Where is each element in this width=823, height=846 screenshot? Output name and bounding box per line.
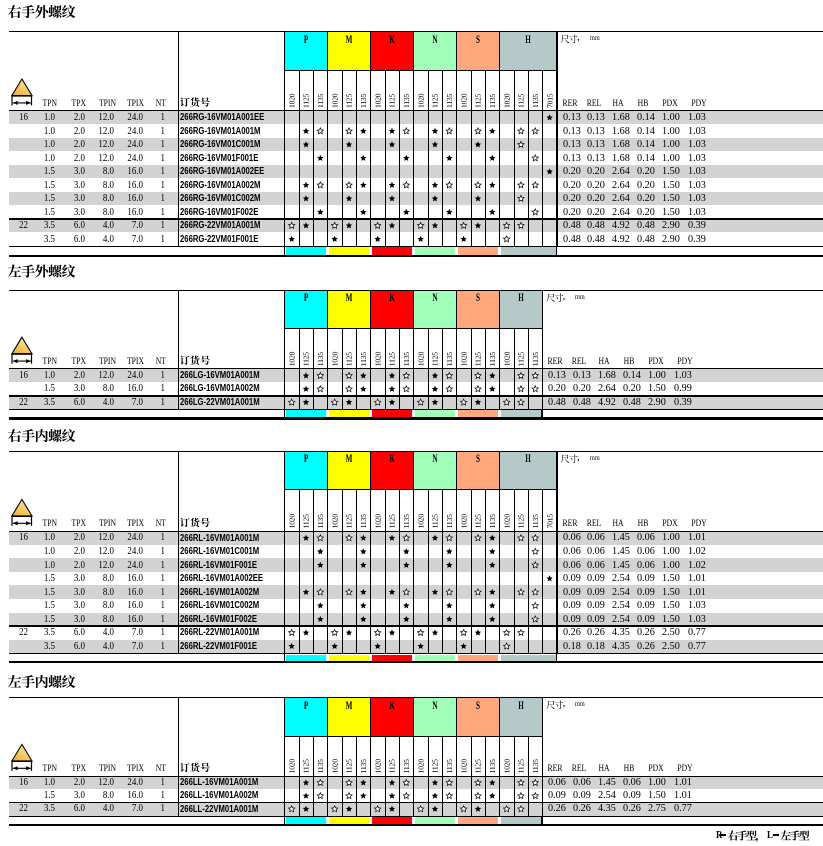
svg-text:1020: 1020 [330, 759, 339, 774]
svg-text:1020: 1020 [459, 93, 468, 108]
svg-text:1020: 1020 [373, 93, 382, 108]
svg-text:1125: 1125 [517, 352, 526, 367]
svg-text:1135: 1135 [488, 93, 497, 108]
svg-text:1020: 1020 [502, 514, 511, 529]
svg-text:1125: 1125 [345, 93, 354, 108]
svg-text:1135: 1135 [402, 514, 411, 529]
svg-text:1020: 1020 [330, 351, 339, 366]
svg-text:1125: 1125 [431, 759, 440, 774]
svg-text:1020: 1020 [287, 759, 296, 774]
svg-text:1020: 1020 [502, 351, 511, 366]
svg-text:1020: 1020 [330, 93, 339, 108]
svg-text:1125: 1125 [302, 759, 311, 774]
svg-text:1135: 1135 [402, 759, 411, 774]
svg-text:1125: 1125 [388, 352, 397, 367]
svg-text:1125: 1125 [345, 514, 354, 529]
svg-text:1135: 1135 [531, 759, 540, 774]
svg-text:1020: 1020 [373, 514, 382, 529]
svg-text:1135: 1135 [359, 93, 368, 108]
svg-text:1125: 1125 [345, 759, 354, 774]
svg-text:1135: 1135 [531, 93, 540, 108]
svg-text:1135: 1135 [359, 514, 368, 529]
svg-text:1020: 1020 [416, 93, 425, 108]
svg-text:1125: 1125 [431, 93, 440, 108]
svg-text:1125: 1125 [431, 352, 440, 367]
svg-text:1135: 1135 [531, 352, 540, 367]
svg-text:1125: 1125 [517, 759, 526, 774]
svg-text:1020: 1020 [330, 514, 339, 529]
svg-text:1135: 1135 [316, 352, 325, 367]
svg-text:1135: 1135 [531, 514, 540, 529]
svg-text:7015: 7015 [545, 93, 554, 108]
svg-text:1125: 1125 [302, 352, 311, 367]
svg-text:1135: 1135 [316, 514, 325, 529]
svg-text:1125: 1125 [474, 759, 483, 774]
svg-text:1135: 1135 [445, 759, 454, 774]
svg-text:1125: 1125 [517, 93, 526, 108]
svg-text:1135: 1135 [402, 352, 411, 367]
svg-text:1020: 1020 [416, 351, 425, 366]
svg-text:1125: 1125 [302, 93, 311, 108]
svg-text:1020: 1020 [459, 351, 468, 366]
svg-text:1135: 1135 [402, 93, 411, 108]
svg-text:1125: 1125 [474, 352, 483, 367]
svg-text:1135: 1135 [445, 93, 454, 108]
svg-text:1020: 1020 [459, 759, 468, 774]
svg-text:1020: 1020 [287, 93, 296, 108]
svg-text:1020: 1020 [416, 514, 425, 529]
svg-text:1125: 1125 [388, 759, 397, 774]
svg-text:1020: 1020 [416, 759, 425, 774]
svg-text:1125: 1125 [388, 93, 397, 108]
svg-text:7015: 7015 [545, 514, 554, 529]
svg-text:1135: 1135 [488, 759, 497, 774]
svg-text:1125: 1125 [474, 93, 483, 108]
svg-text:1135: 1135 [359, 759, 368, 774]
svg-text:1125: 1125 [517, 514, 526, 529]
svg-text:1020: 1020 [502, 759, 511, 774]
svg-text:1125: 1125 [302, 514, 311, 529]
svg-text:1125: 1125 [474, 514, 483, 529]
svg-text:1020: 1020 [373, 759, 382, 774]
svg-text:1020: 1020 [502, 93, 511, 108]
svg-text:1125: 1125 [431, 514, 440, 529]
svg-text:1135: 1135 [488, 352, 497, 367]
svg-text:1125: 1125 [345, 352, 354, 367]
svg-text:1135: 1135 [316, 759, 325, 774]
svg-text:1020: 1020 [459, 514, 468, 529]
svg-text:1135: 1135 [445, 352, 454, 367]
svg-text:1020: 1020 [373, 351, 382, 366]
svg-text:1135: 1135 [445, 514, 454, 529]
svg-text:1135: 1135 [488, 514, 497, 529]
svg-text:1020: 1020 [287, 351, 296, 366]
svg-text:1135: 1135 [359, 352, 368, 367]
svg-text:1125: 1125 [388, 514, 397, 529]
svg-text:1135: 1135 [316, 93, 325, 108]
svg-text:1020: 1020 [287, 514, 296, 529]
